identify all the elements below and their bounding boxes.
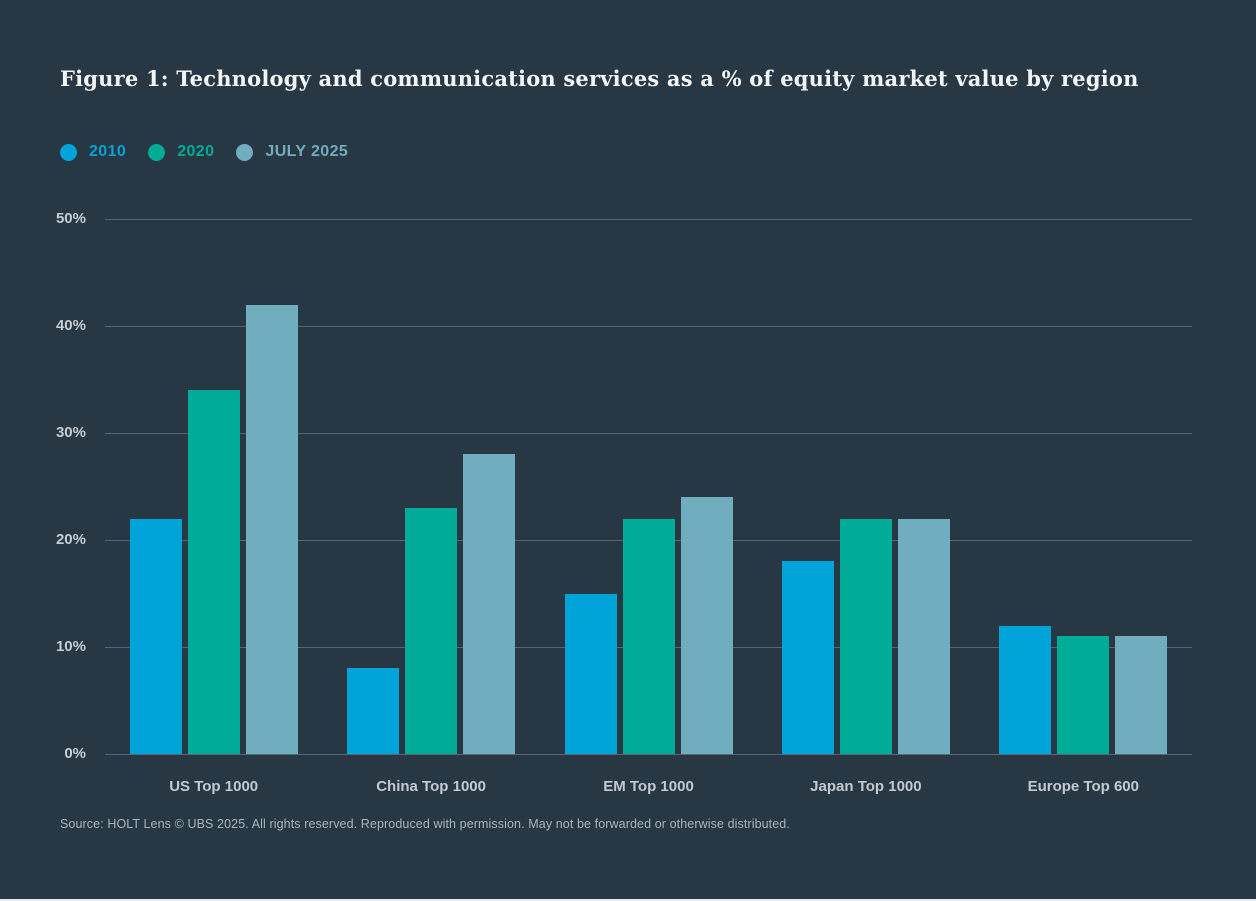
x-axis-label-em-top-1000: EM Top 1000 [603,778,694,795]
y-axis-tick-30pct: 30% [55,424,86,441]
y-axis-tick-50pct: 50% [55,210,86,227]
legend: 2010 2020 JULY 2025 [60,143,348,161]
gridline-40pct [105,325,1192,327]
legend-dot-july-2025 [236,143,254,161]
legend-item-2010: 2010 [60,143,126,161]
legend-item-july-2025: JULY 2025 [236,143,348,161]
x-axis-label-china-top-1000: China Top 1000 [376,778,486,795]
x-axis-label-europe-top-600: Europe Top 600 [1027,778,1139,795]
bar-japan-top-1000-july-2025 [897,518,950,754]
bar-japan-top-1000-2010 [781,561,834,754]
legend-item-2020: 2020 [148,143,214,161]
gridline-30pct [105,432,1192,434]
bar-china-top-1000-2010 [347,668,400,754]
legend-dot-2020 [148,143,166,161]
bar-europe-top-600-2010 [999,625,1052,754]
bar-us-top-1000-2020 [187,390,240,754]
legend-label-july-2025: JULY 2025 [265,143,349,160]
source-note: Source: HOLT Lens © UBS 2025. All rights… [60,817,790,831]
x-axis-label-japan-top-1000: Japan Top 1000 [810,778,922,795]
bar-em-top-1000-2020 [622,518,675,754]
y-axis-tick-40pct: 40% [55,317,86,334]
gridline-0pct [105,753,1192,755]
bottom-edge-strip [0,899,1256,901]
legend-label-2010: 2010 [89,143,127,160]
y-axis-tick-20pct: 20% [55,531,86,548]
y-axis-tick-0pct: 0% [64,745,86,762]
bar-us-top-1000-2010 [129,518,182,754]
bar-europe-top-600-2020 [1057,636,1110,754]
bar-em-top-1000-2010 [564,593,617,754]
x-axis-label-us-top-1000: US Top 1000 [169,778,259,795]
bar-em-top-1000-july-2025 [680,497,733,754]
gridline-50pct [105,218,1192,220]
y-axis-tick-10pct: 10% [55,638,86,655]
bar-japan-top-1000-2020 [839,518,892,754]
legend-dot-2010 [60,143,77,161]
bar-china-top-1000-2020 [405,507,458,754]
bar-china-top-1000-july-2025 [463,454,516,754]
bar-europe-top-600-july-2025 [1115,636,1168,754]
legend-label-2020: 2020 [177,143,215,160]
figure-title: Figure 1: Technology and communication s… [60,66,1139,91]
bar-us-top-1000-july-2025 [245,304,298,754]
